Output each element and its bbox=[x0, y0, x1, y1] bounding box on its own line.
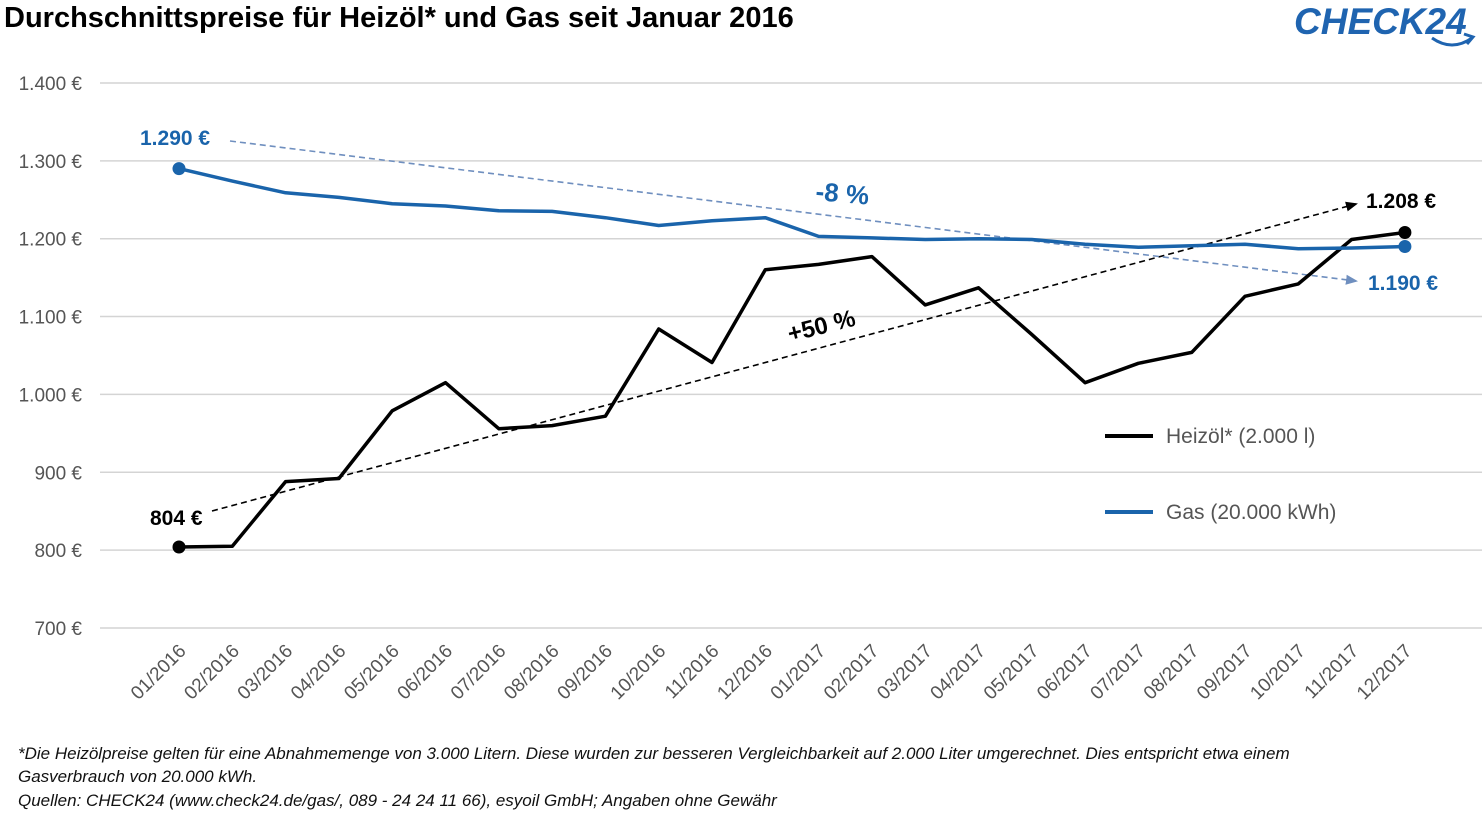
y-tick-label: 800 € bbox=[34, 541, 82, 562]
y-tick-label: 900 € bbox=[34, 463, 82, 484]
x-tick-label: 04/2017 bbox=[927, 641, 990, 704]
y-axis-ticks: 700 € 800 € 900 € 1.000 € 1.100 € 1.200 € 1.30… bbox=[19, 74, 83, 640]
heizoel-change-label: +50 % bbox=[785, 305, 858, 348]
x-tick-label: 03/2016 bbox=[234, 641, 297, 704]
heizoel-start-label: 804 € bbox=[150, 507, 203, 530]
x-tick-label: 01/2017 bbox=[767, 641, 830, 704]
x-tick-label: 01/2016 bbox=[127, 641, 190, 704]
x-tick-label: 06/2017 bbox=[1033, 641, 1096, 704]
x-tick-label: 08/2016 bbox=[500, 641, 563, 704]
x-tick-label: 09/2017 bbox=[1193, 641, 1256, 704]
x-tick-label: 11/2017 bbox=[1301, 641, 1363, 703]
legend-label: Heizöl* (2.000 l) bbox=[1166, 425, 1315, 448]
trend-lines bbox=[211, 140, 1358, 512]
x-tick-label: 04/2016 bbox=[287, 641, 350, 704]
gridlines bbox=[100, 82, 1482, 629]
legend-label: Gas (20.000 kWh) bbox=[1166, 501, 1336, 524]
series-lines bbox=[178, 166, 1406, 549]
logo-arrow-icon bbox=[1463, 32, 1476, 45]
check24-logo: CHECK24 bbox=[1294, 1, 1476, 47]
chart-title: Durchschnittspreise für Heizöl* und Gas … bbox=[4, 2, 794, 34]
x-tick-label: 08/2017 bbox=[1140, 641, 1203, 704]
x-tick-label: 11/2016 bbox=[661, 641, 723, 703]
gas-trend-arrow bbox=[229, 140, 1358, 285]
x-tick-label: 06/2016 bbox=[394, 641, 457, 704]
footnote-line-1: *Die Heizölpreise gelten für eine Abnahm… bbox=[18, 744, 1290, 763]
heizoel-end-label: 1.208 € bbox=[1366, 190, 1436, 213]
x-tick-label: 02/2016 bbox=[180, 641, 243, 704]
x-tick-label: 09/2016 bbox=[554, 641, 617, 704]
footnote-line-2: Gasverbrauch von 20.000 kWh. bbox=[18, 767, 258, 786]
x-tick-label: 10/2016 bbox=[607, 641, 670, 704]
x-tick-label: 07/2017 bbox=[1087, 641, 1150, 704]
x-axis-ticks: 01/201602/201603/201604/201605/201606/20… bbox=[127, 641, 1416, 704]
y-tick-label: 1.100 € bbox=[19, 308, 83, 329]
legend: Heizöl* (2.000 l) Gas (20.000 kWh) bbox=[1105, 425, 1336, 524]
line-chart: 700 € 800 € 900 € 1.000 € 1.100 € 1.200 € 1.30… bbox=[19, 74, 1482, 704]
x-tick-label: 07/2016 bbox=[447, 641, 510, 704]
y-tick-label: 1.300 € bbox=[19, 152, 83, 173]
x-tick-label: 12/2016 bbox=[713, 641, 776, 704]
x-tick-label: 02/2017 bbox=[820, 641, 883, 704]
x-tick-label: 10/2017 bbox=[1246, 641, 1309, 704]
y-tick-label: 1.200 € bbox=[19, 230, 83, 251]
x-tick-label: 05/2016 bbox=[340, 641, 403, 704]
gas-change-label: -8 % bbox=[814, 176, 870, 211]
y-tick-label: 700 € bbox=[34, 619, 82, 640]
gas-line bbox=[178, 166, 1405, 251]
footnote-sources: Quellen: CHECK24 (www.check24.de/gas/, 0… bbox=[18, 791, 777, 810]
x-tick-label: 03/2017 bbox=[873, 641, 936, 704]
y-tick-label: 1.400 € bbox=[19, 74, 83, 95]
heizoel-line bbox=[178, 230, 1406, 549]
logo-lettering: CHECK24 bbox=[1294, 1, 1467, 42]
annotations: 804 € 1.208 € +50 % 1.290 € 1.190 € -8 % bbox=[140, 127, 1438, 554]
gas-start-label: 1.290 € bbox=[140, 127, 210, 150]
x-tick-label: 12/2017 bbox=[1353, 641, 1416, 704]
heizoel-end-point bbox=[1398, 225, 1412, 239]
y-tick-label: 1.000 € bbox=[19, 385, 83, 406]
gas-start-point bbox=[172, 162, 186, 176]
x-tick-label: 05/2017 bbox=[980, 641, 1043, 704]
gas-end-point bbox=[1398, 239, 1412, 253]
gas-end-label: 1.190 € bbox=[1368, 272, 1438, 295]
heizoel-start-point bbox=[172, 540, 186, 554]
heizoel-trend-arrow bbox=[211, 201, 1358, 512]
